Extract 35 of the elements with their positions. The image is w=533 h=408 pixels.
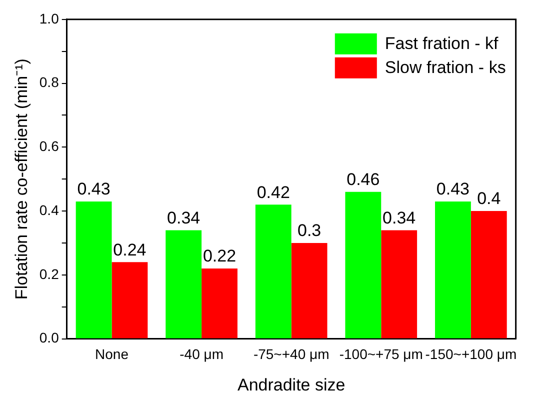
data-label: 0.22	[202, 246, 236, 266]
y-axis-title: Flotation rate co-efficient (min⁻¹)	[12, 58, 31, 300]
bar	[345, 192, 382, 338]
x-axis-title: Andradite size	[237, 375, 346, 394]
data-label: 0.46	[346, 170, 380, 190]
x-tick-label: -40 μm	[180, 346, 224, 362]
data-label: 0.34	[382, 208, 416, 228]
y-tick-label: 0.8	[39, 74, 60, 90]
x-tick-label: None	[95, 346, 129, 362]
text: 0.0	[39, 330, 59, 346]
legend-label: Fast fration - kf	[384, 34, 499, 54]
y-tick-label: 0.4	[39, 202, 60, 218]
y-tick-label: 0.6	[39, 138, 60, 154]
legend-label: Slow fration - ks	[384, 58, 506, 78]
bar	[435, 201, 471, 338]
y-tick-label: 0.2	[39, 266, 60, 282]
data-label: 0.43	[77, 180, 110, 199]
y-tick-label: 1.0	[39, 10, 60, 26]
x-tick-label: -75~+40 μm	[253, 346, 330, 362]
bar	[112, 262, 148, 338]
bar	[255, 204, 292, 338]
data-label: 0.24	[113, 240, 146, 260]
data-label: 0.43	[436, 180, 470, 199]
bar	[76, 201, 112, 338]
x-tick-label: -100~+75 μm	[339, 346, 423, 362]
data-label: 0.4	[477, 189, 501, 208]
bar	[381, 230, 418, 338]
bar	[166, 230, 202, 338]
data-label: 0.34	[167, 208, 200, 228]
x-tick-label: -150~+100 μm	[425, 346, 517, 362]
data-label: 0.42	[256, 182, 290, 202]
data-label: 0.3	[297, 221, 322, 240]
bar	[291, 242, 328, 338]
bar	[202, 268, 238, 338]
bar	[470, 211, 507, 338]
